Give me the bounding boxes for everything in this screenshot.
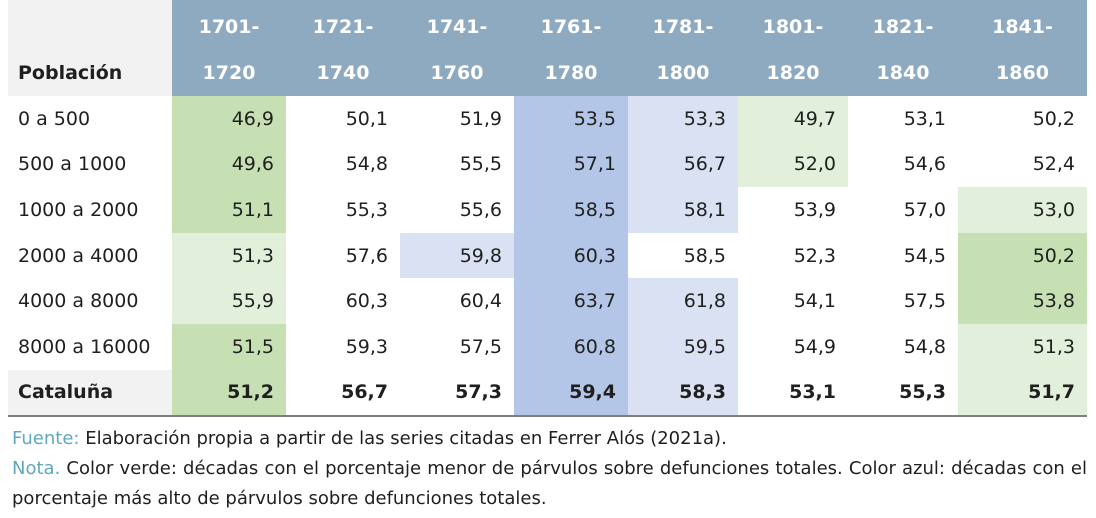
value-cell: 59,8 bbox=[400, 232, 514, 279]
value-cell: 57,5 bbox=[903, 290, 946, 313]
column-header-bottom: 1840 bbox=[848, 50, 958, 96]
value-cell: 55,3 bbox=[345, 198, 388, 221]
value-cell: 55,9 bbox=[172, 278, 286, 324]
value-cell: 57,3 bbox=[400, 369, 514, 418]
value-cell: 53,9 bbox=[793, 198, 836, 221]
value-cell: 58,5 bbox=[683, 244, 726, 267]
value-cell: 51,9 bbox=[459, 107, 502, 130]
value-cell: 49,6 bbox=[172, 141, 286, 188]
value-cell: 52,3 bbox=[793, 244, 836, 267]
table-row: 8000 a 16000 51,5 59,3 57,5 60,8 59,5 54,9 54,8… bbox=[8, 323, 1087, 370]
value-cell: 46,9 bbox=[172, 96, 286, 142]
source-text: Elaboración propia a partir de las serie… bbox=[79, 428, 727, 449]
value-cell: 59,3 bbox=[345, 335, 388, 358]
value-cell: 51,3 bbox=[958, 323, 1087, 370]
value-cell: 52,0 bbox=[738, 141, 848, 188]
value-cell: 54,5 bbox=[903, 244, 946, 267]
value-cell: 54,9 bbox=[793, 335, 836, 358]
column-header-top: 1781- bbox=[628, 0, 738, 50]
column-header-bottom: 1860 bbox=[958, 50, 1087, 96]
value-cell: 57,0 bbox=[903, 198, 946, 221]
value-cell: 54,6 bbox=[903, 153, 946, 176]
column-header-top: 1841- bbox=[958, 0, 1087, 50]
table-notes: Fuente: Elaboración propia a partir de l… bbox=[12, 424, 1087, 514]
value-cell: 53,8 bbox=[958, 278, 1087, 324]
value-cell: 63,7 bbox=[514, 278, 628, 324]
column-header-top: 1801- bbox=[738, 0, 848, 50]
value-cell: 58,5 bbox=[514, 187, 628, 233]
value-cell: 57,1 bbox=[514, 141, 628, 188]
header-row-bottom: 1720 1740 1760 1780 1800 1820 1840 1860 bbox=[8, 50, 1087, 96]
column-header-top: 1741- bbox=[400, 0, 514, 50]
note-text: Color verde: décadas con el porcentaje m… bbox=[12, 458, 1087, 509]
row-label: 4000 a 8000 bbox=[18, 290, 139, 313]
row-label: 500 a 1000 bbox=[18, 153, 127, 176]
table-row: 0 a 500 46,9 50,1 51,9 53,5 53,3 49,7 53,1 50,2 bbox=[8, 96, 1087, 142]
value-cell: 57,6 bbox=[345, 244, 388, 267]
row-label: 2000 a 4000 bbox=[18, 244, 139, 267]
data-table: Población 1701- 1721- 1741- 1761- 1781- … bbox=[8, 0, 1087, 418]
value-cell: 55,6 bbox=[459, 198, 502, 221]
column-header-bottom: 1720 bbox=[172, 50, 286, 96]
value-cell: 61,8 bbox=[628, 278, 738, 324]
color-note: Nota. Color verde: décadas con el porcen… bbox=[12, 454, 1087, 514]
value-cell: 53,5 bbox=[514, 96, 628, 142]
header-row-top: Población 1701- 1721- 1741- 1761- 1781- … bbox=[8, 0, 1087, 96]
value-cell: 49,7 bbox=[738, 96, 848, 142]
column-header-top: 1701- bbox=[172, 0, 286, 50]
value-cell: 59,5 bbox=[628, 323, 738, 370]
value-cell: 54,8 bbox=[903, 335, 946, 358]
value-cell: 53,1 bbox=[903, 107, 946, 130]
column-header-top: 1761- bbox=[514, 0, 628, 50]
source-label: Fuente: bbox=[12, 428, 80, 449]
table-body: 0 a 500 46,9 50,1 51,9 53,5 53,3 49,7 53,1 50,2 5… bbox=[8, 96, 1087, 418]
table-row: 4000 a 8000 55,9 60,3 60,4 63,7 61,8 54,1 57,5 5… bbox=[8, 278, 1087, 324]
value-cell: 56,7 bbox=[628, 141, 738, 188]
value-cell: 59,4 bbox=[514, 369, 628, 418]
value-cell: 53,3 bbox=[628, 96, 738, 142]
value-cell: 51,5 bbox=[172, 323, 286, 370]
row-label: 0 a 500 bbox=[18, 107, 91, 130]
column-header-bottom: 1780 bbox=[514, 50, 628, 96]
value-cell: 51,1 bbox=[172, 187, 286, 233]
note-label: Nota. bbox=[12, 458, 61, 479]
total-row: Cataluña 51,2 56,7 57,3 59,4 58,3 53,1 55,3 51,7 bbox=[8, 369, 1087, 418]
column-header-bottom: 1760 bbox=[400, 50, 514, 96]
value-cell: 51,3 bbox=[172, 232, 286, 279]
value-cell: 58,1 bbox=[628, 187, 738, 233]
value-cell: 51,7 bbox=[958, 369, 1087, 418]
value-cell: 51,2 bbox=[172, 369, 286, 418]
value-cell: 54,1 bbox=[793, 290, 836, 313]
row-label: 8000 a 16000 bbox=[18, 335, 151, 358]
column-header-bottom: 1740 bbox=[286, 50, 400, 96]
table-row: 1000 a 2000 51,1 55,3 55,6 58,5 58,1 53,9 57,0 5… bbox=[8, 187, 1087, 233]
column-header-bottom: 1820 bbox=[738, 50, 848, 96]
column-header-top: 1821- bbox=[848, 0, 958, 50]
value-cell: 53,0 bbox=[958, 187, 1087, 233]
row-header-cell: Población bbox=[8, 0, 172, 96]
value-cell: 50,1 bbox=[345, 107, 388, 130]
table-row: 500 a 1000 49,6 54,8 55,5 57,1 56,7 52,0 54,6 52… bbox=[8, 141, 1087, 188]
row-label: Cataluña bbox=[8, 369, 172, 418]
value-cell: 50,2 bbox=[1032, 107, 1075, 130]
value-cell: 60,3 bbox=[514, 232, 628, 279]
value-cell: 55,3 bbox=[848, 369, 958, 418]
value-cell: 57,5 bbox=[459, 335, 502, 358]
value-cell: 58,3 bbox=[628, 369, 738, 418]
value-cell: 60,4 bbox=[459, 290, 502, 313]
value-cell: 53,1 bbox=[738, 369, 848, 418]
value-cell: 56,7 bbox=[286, 369, 400, 418]
column-header-bottom: 1800 bbox=[628, 50, 738, 96]
value-cell: 60,8 bbox=[514, 323, 628, 370]
value-cell: 54,8 bbox=[345, 153, 388, 176]
source-note: Fuente: Elaboración propia a partir de l… bbox=[12, 424, 1087, 454]
value-cell: 60,3 bbox=[345, 290, 388, 313]
table-row: 2000 a 4000 51,3 57,6 59,8 60,3 58,5 52,3 54,5 5… bbox=[8, 232, 1087, 279]
value-cell: 50,2 bbox=[958, 232, 1087, 279]
column-header-top: 1721- bbox=[286, 0, 400, 50]
row-label: 1000 a 2000 bbox=[18, 198, 139, 221]
value-cell: 55,5 bbox=[459, 153, 502, 176]
value-cell: 52,4 bbox=[1032, 153, 1075, 176]
